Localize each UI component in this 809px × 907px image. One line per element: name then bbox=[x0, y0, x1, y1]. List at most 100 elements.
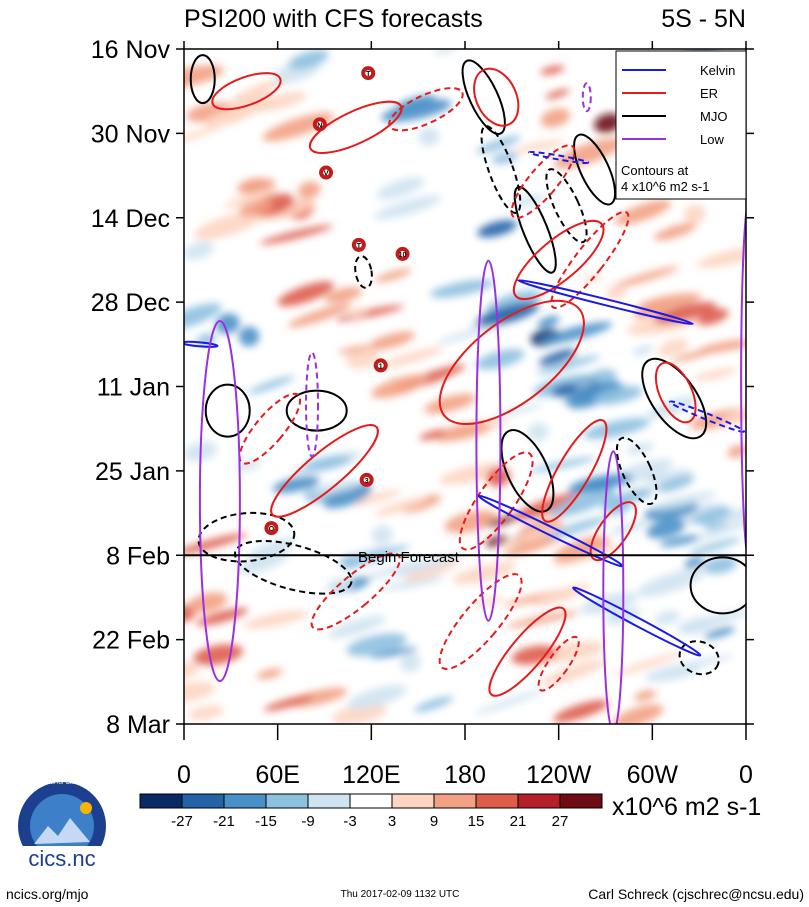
kelvin-contour bbox=[572, 586, 702, 657]
colorbar-swatch bbox=[391, 793, 435, 809]
anomaly-blob bbox=[645, 469, 693, 487]
footer-author: Carl Schreck (cjschrec@ncsu.edu) bbox=[588, 886, 804, 902]
anomaly-blob bbox=[512, 194, 546, 207]
storm-markers: T N V T 10 1 3 O bbox=[264, 66, 410, 536]
storm-icon: V bbox=[319, 165, 334, 180]
anomaly-blob bbox=[328, 615, 386, 639]
anomaly-blob bbox=[347, 685, 407, 710]
anomaly-blob bbox=[703, 556, 738, 574]
anomaly-blob bbox=[424, 393, 476, 414]
storm-icon: 1 bbox=[373, 358, 388, 373]
legend-label-kelvin: Kelvin bbox=[700, 63, 735, 78]
storm-label: O bbox=[269, 526, 275, 533]
y-tick-label: 14 Dec bbox=[91, 205, 170, 233]
anomaly-blob bbox=[688, 537, 742, 555]
mjo-contour bbox=[573, 133, 617, 206]
y-tick-label: 25 Jan bbox=[95, 458, 170, 486]
anomaly-blob bbox=[653, 222, 697, 241]
er-contour bbox=[438, 299, 585, 426]
anomaly-blob bbox=[277, 281, 335, 307]
er-contour bbox=[541, 419, 608, 523]
anomaly-shading bbox=[184, 49, 746, 724]
anomaly-blob bbox=[644, 501, 699, 521]
anomaly-blob bbox=[569, 473, 633, 492]
x-tick-label: 0 bbox=[177, 761, 191, 789]
anomaly-blob bbox=[659, 535, 700, 547]
logo-ring-text: Cooperative Institute for Climate and Sa… bbox=[0, 780, 123, 786]
anomaly-blob bbox=[401, 494, 442, 513]
anomaly-blob bbox=[540, 108, 571, 128]
anomaly-blob bbox=[452, 562, 517, 585]
anomaly-blob bbox=[353, 559, 423, 584]
anomaly-blob bbox=[187, 592, 228, 613]
colorbar-swatch bbox=[559, 793, 603, 809]
x-tick-label: 180 bbox=[444, 761, 486, 789]
footer-timestamp: Thu 2017-02-09 1132 UTC bbox=[341, 889, 460, 900]
anomaly-blob bbox=[184, 303, 222, 331]
colorbar-swatch bbox=[475, 793, 519, 809]
anomaly-blob bbox=[551, 383, 578, 397]
anomaly-blob bbox=[727, 444, 746, 458]
anomaly-blob bbox=[486, 515, 518, 527]
anomaly-blob bbox=[188, 705, 224, 721]
colorbar-label: -27 bbox=[171, 813, 193, 830]
anomaly-blob bbox=[540, 659, 606, 686]
colorbar-swatch bbox=[307, 793, 351, 809]
anomaly-blob bbox=[252, 91, 308, 112]
er-contour bbox=[473, 67, 520, 127]
anomaly-blob bbox=[331, 703, 387, 724]
y-tick-label: 8 Mar bbox=[106, 711, 170, 739]
storm-label: 3 bbox=[365, 478, 369, 485]
anomaly-blob bbox=[184, 533, 248, 556]
mjo-contour bbox=[641, 357, 708, 440]
colorbar: -27 -21 -15 -9 -3 3 9 15 21 27 bbox=[139, 793, 603, 830]
low-contour bbox=[581, 82, 592, 113]
anomaly-blob bbox=[645, 663, 701, 682]
y-tick-label: 30 Nov bbox=[91, 120, 171, 148]
anomaly-blob bbox=[536, 355, 600, 374]
anomaly-blob bbox=[272, 476, 320, 493]
colorbar-label: -3 bbox=[343, 813, 356, 830]
anomaly-blob bbox=[637, 293, 702, 311]
anomaly-blob bbox=[602, 495, 632, 515]
storm-icon-eye bbox=[355, 241, 362, 248]
anomaly-blob bbox=[564, 381, 621, 405]
y-tick-label: 22 Feb bbox=[92, 627, 170, 655]
anomaly-blob bbox=[612, 704, 664, 724]
anomaly-blob bbox=[693, 517, 746, 541]
anomaly-blob bbox=[614, 199, 672, 225]
er-contour bbox=[488, 606, 567, 697]
legend-note-line2: 4 x10^6 m2 s-1 bbox=[621, 179, 709, 194]
storm-icon-eye bbox=[365, 70, 372, 77]
anomaly-blob bbox=[634, 689, 657, 702]
anomaly-blob bbox=[605, 285, 626, 300]
anomaly-blob bbox=[527, 422, 549, 442]
anomaly-blob bbox=[691, 507, 732, 525]
storm-icon-eye bbox=[399, 250, 406, 257]
anomaly-blob bbox=[205, 105, 256, 128]
anomaly-blob bbox=[472, 596, 504, 607]
anomaly-blob bbox=[536, 641, 605, 663]
anomaly-blob bbox=[184, 126, 220, 145]
anomaly-blob bbox=[610, 519, 651, 535]
er-contour bbox=[458, 451, 534, 551]
storm-label: N bbox=[317, 122, 322, 129]
filtered-contours bbox=[184, 54, 746, 724]
y-tick-label: 28 Dec bbox=[91, 289, 170, 317]
anomaly-blob bbox=[413, 696, 454, 713]
storm-icon: N bbox=[312, 117, 327, 132]
anomaly-blob bbox=[395, 95, 436, 111]
anomaly-blob bbox=[637, 568, 705, 597]
mjo-contour bbox=[354, 255, 373, 289]
anomaly-blob bbox=[371, 374, 429, 399]
anomaly-blob bbox=[238, 326, 260, 347]
colorbar-swatch bbox=[265, 793, 309, 809]
colorbar-swatch bbox=[139, 793, 183, 809]
kelvin-contour bbox=[668, 400, 746, 433]
colorbar-label: -9 bbox=[301, 813, 314, 830]
low-contour bbox=[198, 320, 241, 683]
anomaly-blob bbox=[477, 220, 517, 238]
legend-box bbox=[615, 50, 747, 200]
kelvin-contour bbox=[184, 340, 219, 348]
